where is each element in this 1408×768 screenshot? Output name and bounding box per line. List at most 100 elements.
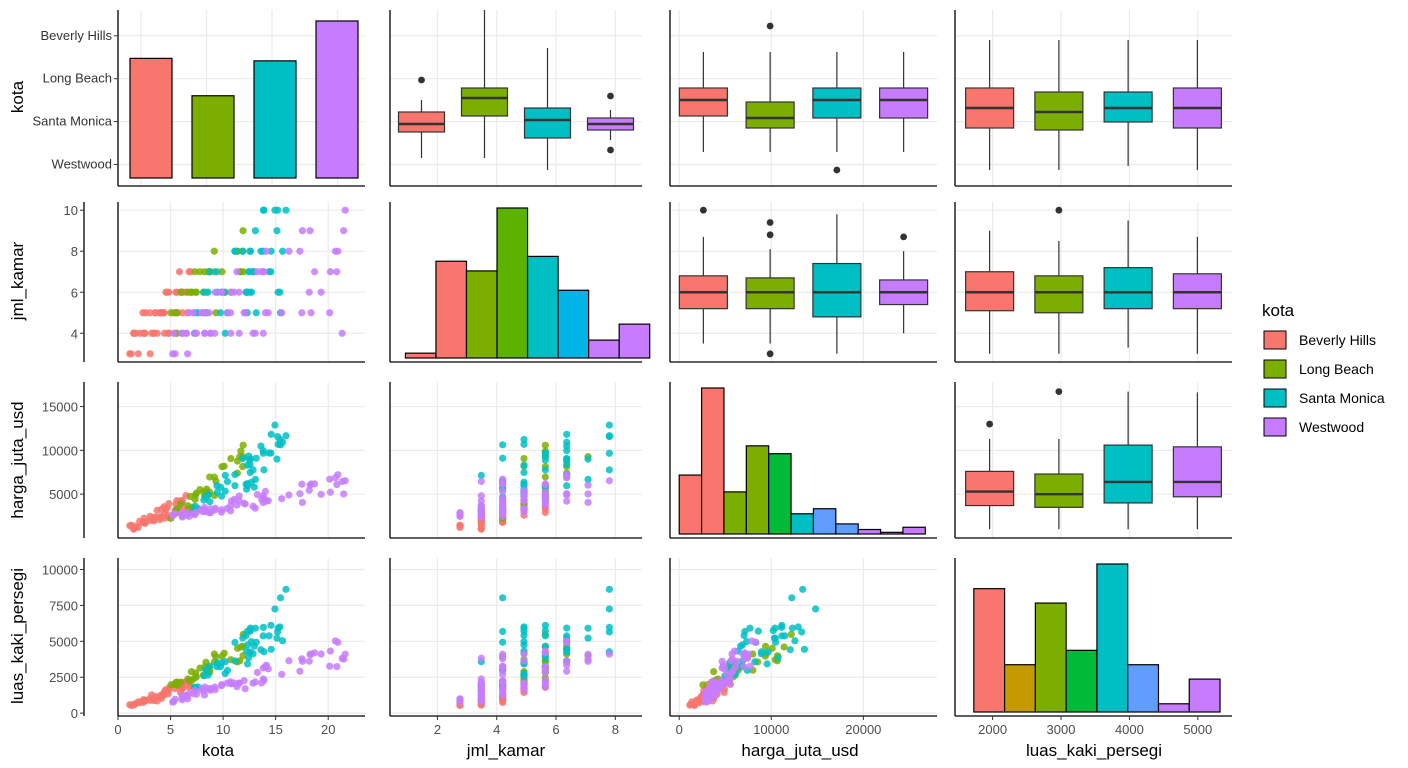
xtick-label: 4000 [1115,722,1144,737]
scatter-point [520,504,528,512]
scatter-point [310,268,319,276]
hist-bar [1127,664,1160,713]
scatter-point [276,594,285,602]
scatter-point [477,678,485,686]
legend-key-long-beach [1263,359,1287,379]
scatter-point [243,660,252,668]
scatter-point [261,487,269,496]
hist-bar [678,474,703,535]
scatter-point [265,449,273,457]
ytick-label: 10 [64,203,78,218]
scatter-point [265,268,273,276]
scatter-point [499,663,507,671]
scatter-point [340,490,348,498]
box-long-beach [1034,473,1084,508]
scatter-point [307,309,315,317]
row-label-luas: luas_kaki_persegi [8,568,27,704]
scatter-point [186,288,194,296]
scatter-point [563,454,571,463]
scatter-point [541,466,549,474]
scatter-point [305,288,313,296]
scatter-point [520,440,528,448]
xtick-label: 2 [434,722,441,737]
box-santa-monica [1103,267,1153,310]
scatter-point [167,309,175,317]
scatter-point [746,662,754,670]
scatter-point [185,512,193,520]
scatter-point [296,490,304,498]
scatter-point [127,350,135,358]
ytick-label: 7500 [49,598,78,613]
scatter-point [141,519,149,528]
scatter-point [185,683,193,691]
legend-key-beverly-hills [1263,330,1287,350]
scatter-point [227,329,235,337]
scatter-point [605,466,613,474]
scatter-point [241,309,249,317]
scatter-point [231,482,239,490]
row-label-harga: harga_juta_usd [8,401,27,518]
scatter-point [340,227,348,235]
scatter-point [202,493,210,501]
scatter-point [185,309,193,317]
hist-bar [557,289,590,359]
scatter-point [499,504,507,513]
scatter-point [178,508,186,517]
scatter-point [477,696,485,704]
xtick-label: 0 [676,722,683,737]
bar-long-beach [191,95,235,179]
scatter-point [563,646,571,654]
scatter-point [722,679,730,687]
scatter-point [699,681,707,689]
scatter-point [184,350,192,358]
scatter-point [218,268,226,276]
scatter-point [563,447,571,455]
col-label-harga: harga_juta_usd [741,741,858,760]
scatter-point [233,501,241,509]
bar-beverly-hills [129,57,173,179]
scatter-point [727,657,735,665]
scatter-point [563,632,571,640]
scatter-point [220,649,228,657]
scatter-point [317,490,325,498]
row-label-jml-kamar: jml_kamar [8,241,27,321]
scatter-point [563,460,571,469]
scatter-point [563,667,571,675]
scatter-point [221,329,229,337]
scatter-point [812,605,820,613]
xtick-label: 2000 [978,722,1007,737]
scatter-point [165,686,173,694]
scatter-point [204,288,212,296]
scatter-point [211,288,219,296]
scatter-point [334,247,342,255]
scatter-point [227,288,236,296]
bar-westwood [315,20,359,179]
scatter-point [499,627,507,636]
scatter-point [791,637,799,645]
scatter-point [477,524,485,533]
scatter-point [746,624,754,632]
scatter-point [723,670,731,678]
scatter-point [243,288,252,296]
scatter-point [326,309,334,317]
scatter-point [305,657,313,665]
scatter-point [274,433,282,441]
scatter-point [541,495,549,504]
ytick-label: Westwood [52,157,112,172]
scatter-point [178,329,186,337]
scatter-point [165,500,173,508]
scatter-point [788,624,796,632]
xtick-label: 8 [612,722,619,737]
box-outlier [833,166,841,174]
scatter-point [200,329,209,337]
scatter-point [202,665,210,674]
scatter-point [244,482,252,490]
ytick-label: Santa Monica [33,114,113,129]
scatter-point [584,657,592,665]
scatter-point [251,504,259,512]
xtick-label: 20 [321,722,335,737]
scatter-point [306,481,314,489]
scatter-point [184,502,192,510]
scatter-point [260,466,268,474]
scatter-point [185,268,193,276]
